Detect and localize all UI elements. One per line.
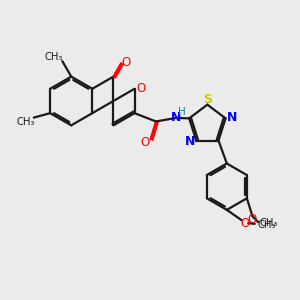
- Text: CH₃: CH₃: [16, 117, 34, 127]
- Text: CH₃: CH₃: [45, 52, 63, 62]
- Text: N: N: [227, 111, 237, 124]
- Text: H: H: [178, 107, 185, 117]
- Text: O: O: [247, 213, 256, 226]
- Text: CH₃: CH₃: [258, 220, 276, 230]
- Text: CH₃: CH₃: [260, 218, 278, 228]
- Text: O: O: [136, 82, 146, 95]
- Text: O: O: [241, 217, 250, 230]
- Text: S: S: [203, 93, 212, 106]
- Text: O: O: [122, 56, 131, 69]
- Text: N: N: [171, 111, 181, 124]
- Text: O: O: [141, 136, 150, 149]
- Text: N: N: [185, 135, 196, 148]
